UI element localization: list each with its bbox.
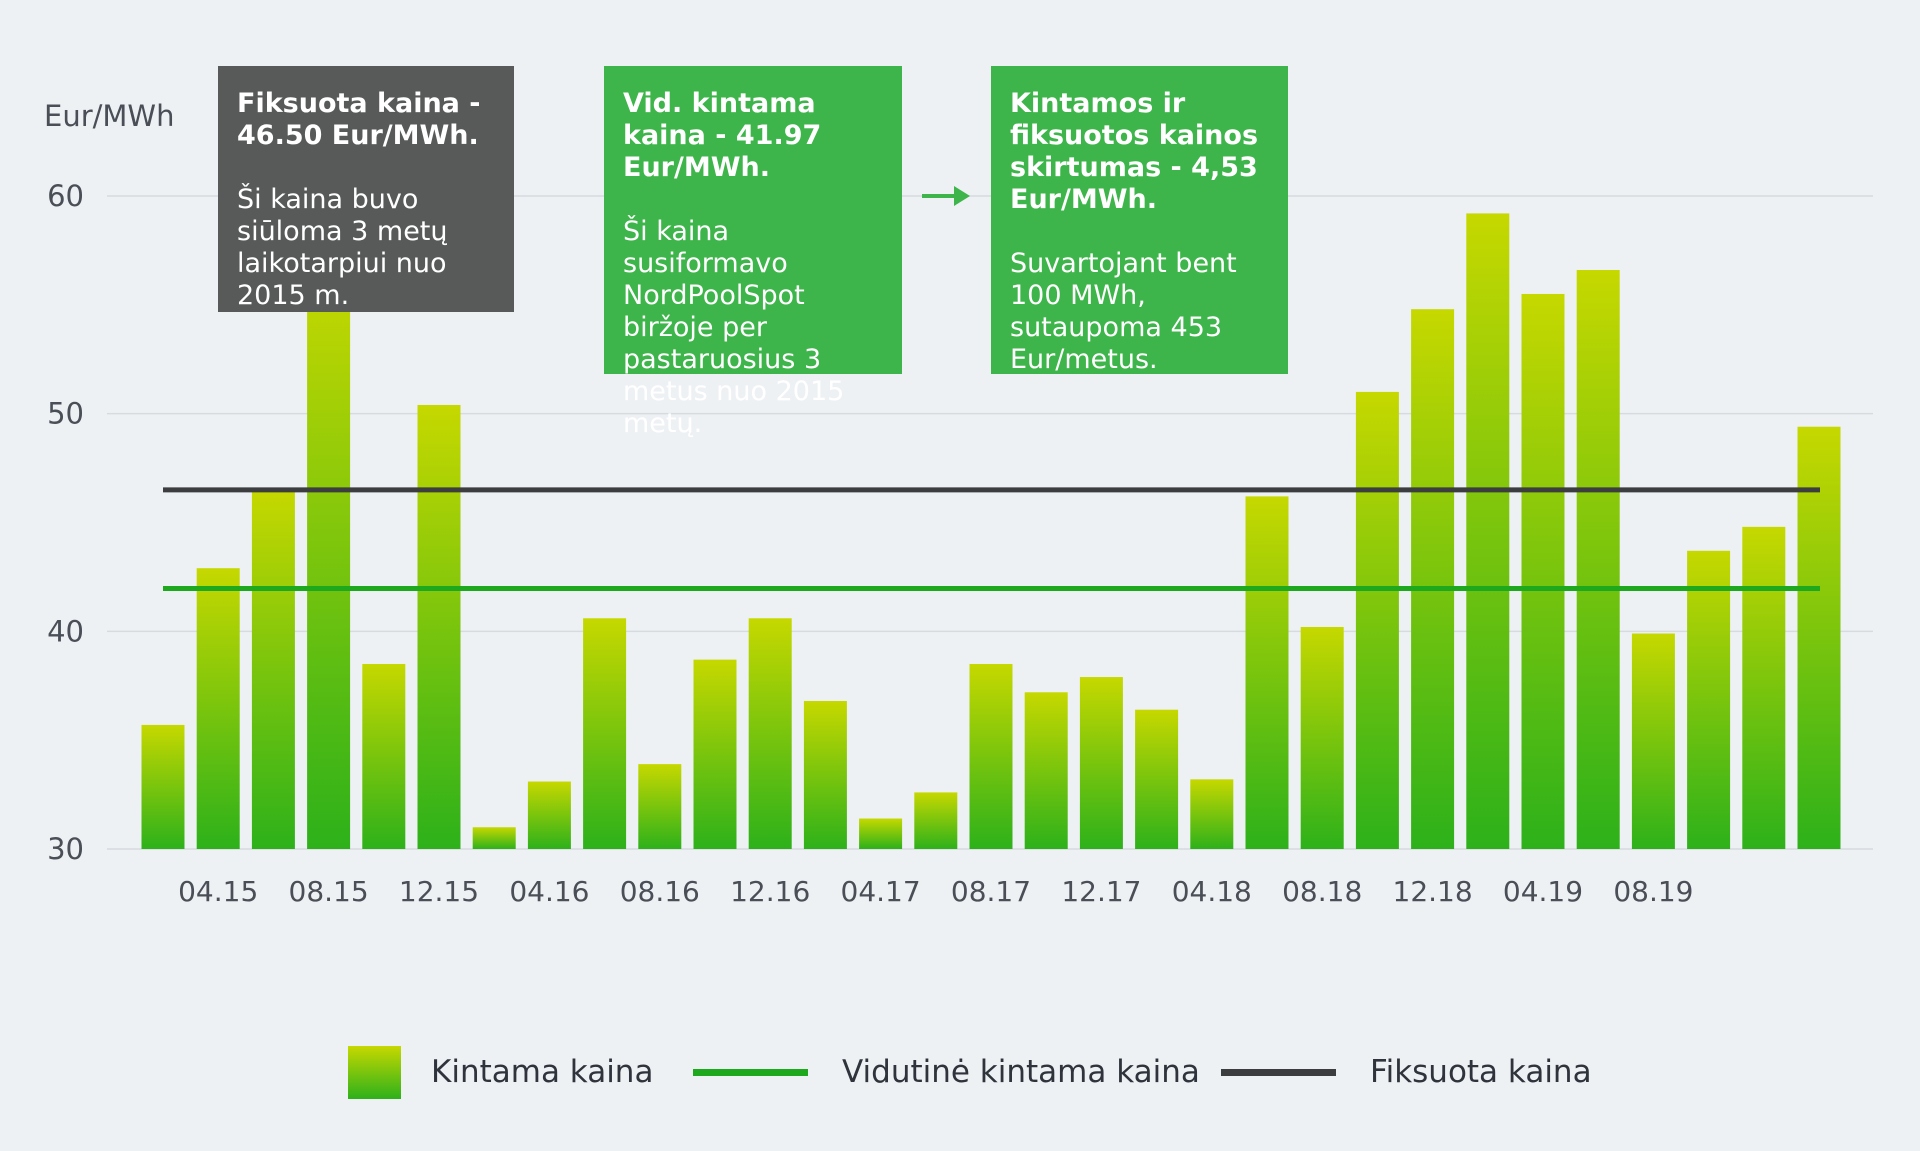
- bar-04.18: [1190, 779, 1234, 849]
- bar-08.16: [638, 764, 682, 849]
- fixed-price-note: Fiksuota kaina - 46.50 Eur/MWh. Ši kaina…: [218, 66, 514, 312]
- legend-swatch-fixed-line: [1221, 1068, 1336, 1076]
- bar-04.16: [527, 781, 571, 849]
- fixed-price-note-text: Ši kaina buvo siūloma 3 metų laikotarpiu…: [237, 184, 448, 311]
- x-tick-label: 08.16: [620, 875, 700, 908]
- legend-swatch-average-line: [693, 1068, 808, 1076]
- bar-08.19: [1631, 633, 1675, 849]
- bar-12.19: [1742, 526, 1786, 849]
- bar-08.17: [969, 663, 1013, 849]
- legend-swatch-bars: [348, 1045, 401, 1099]
- bar-03.15: [141, 724, 185, 849]
- bar-04.15: [196, 568, 240, 849]
- bar-02.19: [1466, 213, 1510, 849]
- x-tick-label: 08.15: [289, 875, 369, 908]
- bar-02.17: [803, 700, 847, 849]
- bar-06.17: [914, 792, 958, 849]
- y-tick-label: 30: [47, 832, 84, 866]
- average-price-note-text: Ši kaina susiformavo NordPoolSpot biržoj…: [623, 216, 845, 439]
- bar-06.16: [583, 618, 627, 849]
- bar-10.18: [1355, 391, 1399, 849]
- difference-note-title: Kintamos ir fiksuotos kainos skirtumas -…: [1010, 88, 1259, 215]
- legend-item-fixed-price: Fiksuota kaina: [1221, 1042, 1592, 1102]
- x-tick-label: 08.18: [1282, 875, 1362, 908]
- average-price-note: Vid. kintama kaina - 41.97 Eur/MWh. Ši k…: [604, 66, 902, 439]
- bar-10.16: [693, 659, 737, 849]
- legend-label-average-price: Vidutinė kintama kaina: [842, 1054, 1200, 1090]
- legend-item-variable-price: Kintama kaina: [348, 1042, 653, 1102]
- x-tick-label: 04.17: [841, 875, 921, 908]
- bar-08.18: [1300, 626, 1344, 849]
- bar-08.15: [307, 272, 351, 849]
- bar-02.20: [1797, 426, 1841, 849]
- bar-06.19: [1576, 270, 1620, 849]
- bar-10.17: [1024, 692, 1068, 849]
- bar-10.15: [362, 663, 406, 849]
- bar-10.19: [1687, 550, 1731, 849]
- x-tick-label: 04.15: [178, 875, 258, 908]
- x-tick-label: 12.15: [399, 875, 479, 908]
- average-price-note-title: Vid. kintama kaina - 41.97 Eur/MWh.: [623, 88, 822, 183]
- bar-04.19: [1521, 293, 1565, 849]
- difference-note-text: Suvartojant bent 100 MWh, sutaupoma 453 …: [1010, 248, 1237, 375]
- x-tick-label: 04.18: [1172, 875, 1252, 908]
- bar-04.17: [859, 818, 903, 849]
- bar-12.16: [748, 618, 792, 849]
- x-tick-label: 08.17: [951, 875, 1031, 908]
- bar-12.17: [1079, 677, 1123, 849]
- bars: [141, 213, 1841, 850]
- x-tick-label: 12.18: [1393, 875, 1473, 908]
- bar-02.18: [1135, 709, 1179, 849]
- x-tick-label: 04.16: [509, 875, 589, 908]
- legend-label-variable-price: Kintama kaina: [431, 1054, 654, 1090]
- y-tick-label: 50: [47, 397, 84, 431]
- x-tick-label: 12.16: [730, 875, 810, 908]
- x-tick-label: 12.17: [1061, 875, 1141, 908]
- y-tick-label: 60: [47, 179, 84, 213]
- y-axis-unit: Eur/MWh: [44, 99, 174, 133]
- legend-item-average-price: Vidutinė kintama kaina: [693, 1042, 1200, 1102]
- bar-02.16: [472, 827, 516, 849]
- bar-12.15: [417, 404, 461, 849]
- bar-12.18: [1411, 309, 1455, 850]
- legend-label-fixed-price: Fiksuota kaina: [1370, 1054, 1592, 1090]
- difference-note: Kintamos ir fiksuotos kainos skirtumas -…: [991, 66, 1288, 375]
- fixed-price-note-title: Fiksuota kaina - 46.50 Eur/MWh.: [237, 88, 481, 151]
- y-axis-ticks: 30 40 50 60: [47, 179, 84, 866]
- x-tick-label: 04.19: [1503, 875, 1583, 908]
- arrow-right-icon: [922, 186, 970, 206]
- bar-06.15: [251, 489, 295, 849]
- x-axis-ticks: 04.15 08.15 12.15 04.16 08.16 12.16 04.17 08.17…: [178, 875, 1693, 908]
- x-tick-label: 08.19: [1613, 875, 1693, 908]
- y-tick-label: 40: [47, 614, 84, 648]
- bar-06.18: [1245, 496, 1289, 849]
- reference-lines: [163, 487, 1820, 591]
